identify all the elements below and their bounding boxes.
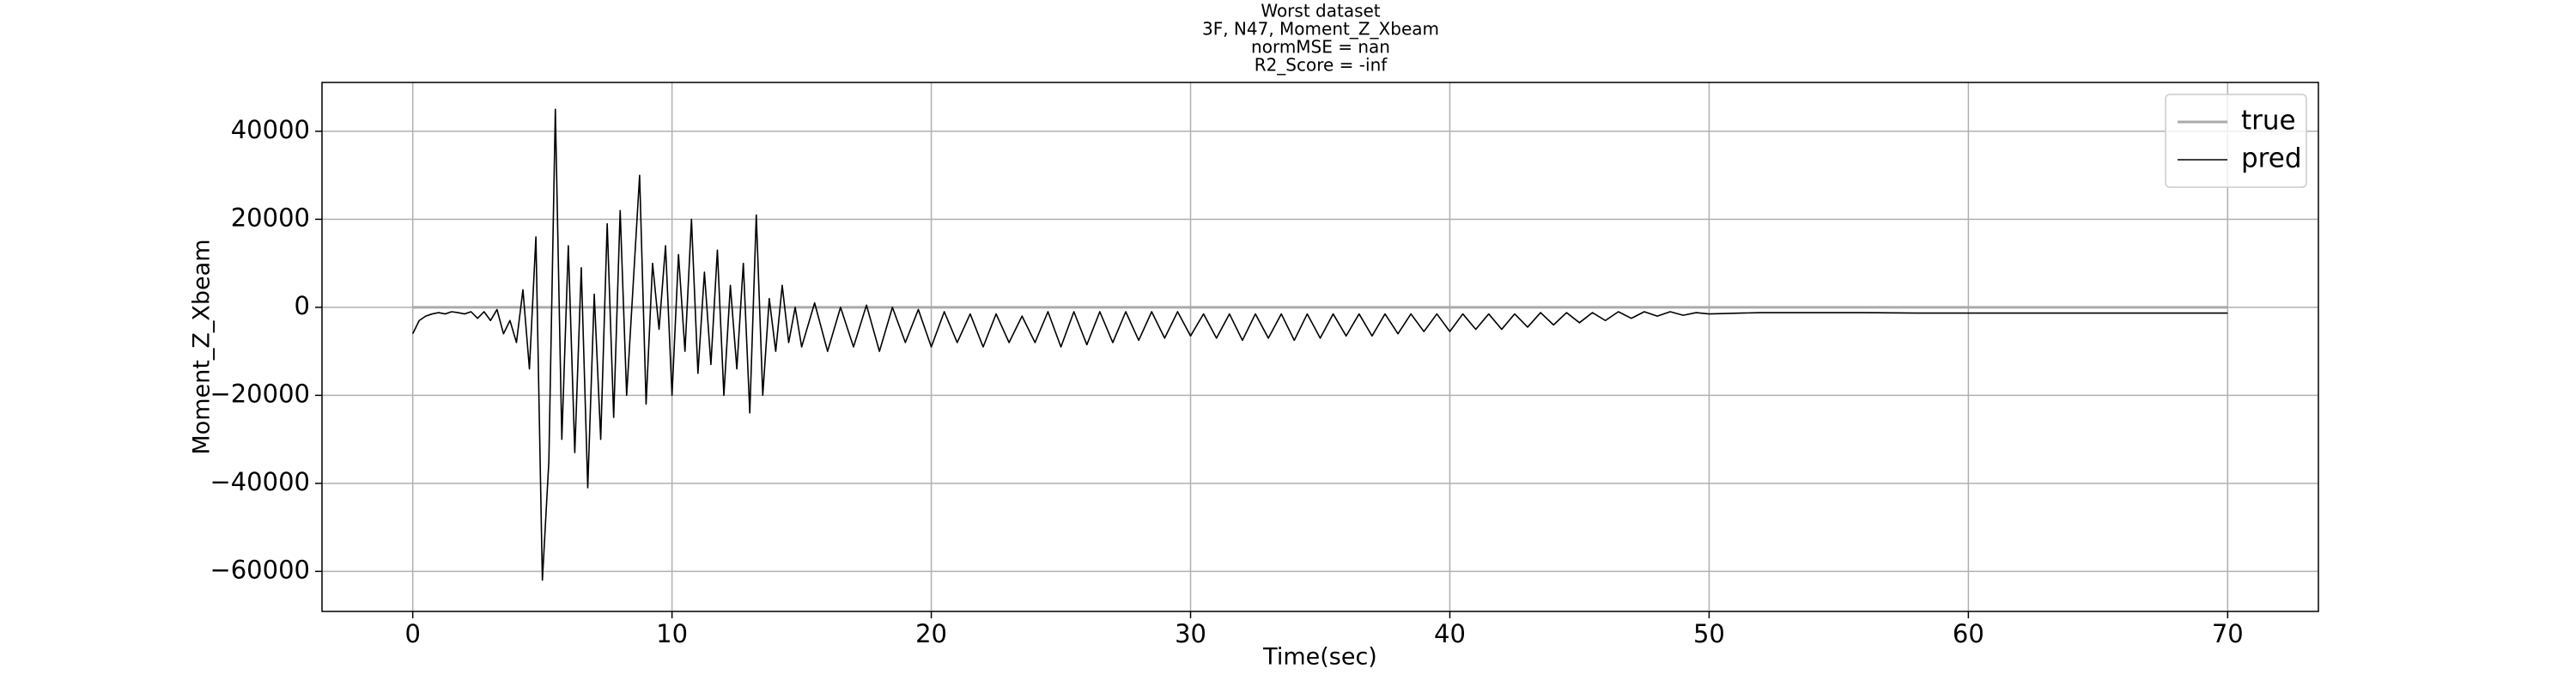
x-tick-label: 10 [656,619,688,648]
legend-label: true [2241,106,2296,137]
plot-frame [321,82,2319,612]
y-tick-label: −20000 [210,379,310,408]
y-axis-label: Moment_Z_Xbeam [189,239,216,454]
chart-title: R2_Score = -inf [1255,55,1388,76]
y-tick-label: 40000 [231,115,310,144]
chart-title: 3F, N47, Moment_Z_Xbeam [1202,19,1439,40]
y-tick-label: −40000 [210,467,310,496]
chart-title: normMSE = nan [1251,37,1390,58]
x-tick-label: 70 [2212,619,2244,648]
x-tick-label: 40 [1434,619,1466,648]
x-tick-label: 30 [1175,619,1206,648]
x-tick-label: 50 [1693,619,1725,648]
x-tick-label: 20 [915,619,947,648]
series-line [411,108,2228,581]
y-tick-label: −60000 [210,555,310,584]
y-tick-label: 20000 [231,203,310,232]
x-axis-label: Time(sec) [1262,644,1377,671]
legend-label: pred [2241,143,2302,174]
x-tick-label: 0 [404,619,420,648]
legend-box [2165,94,2307,188]
chart-title: Worst dataset [1261,1,1380,21]
y-tick-label: 0 [295,291,310,320]
x-tick-label: 60 [1953,619,1984,648]
